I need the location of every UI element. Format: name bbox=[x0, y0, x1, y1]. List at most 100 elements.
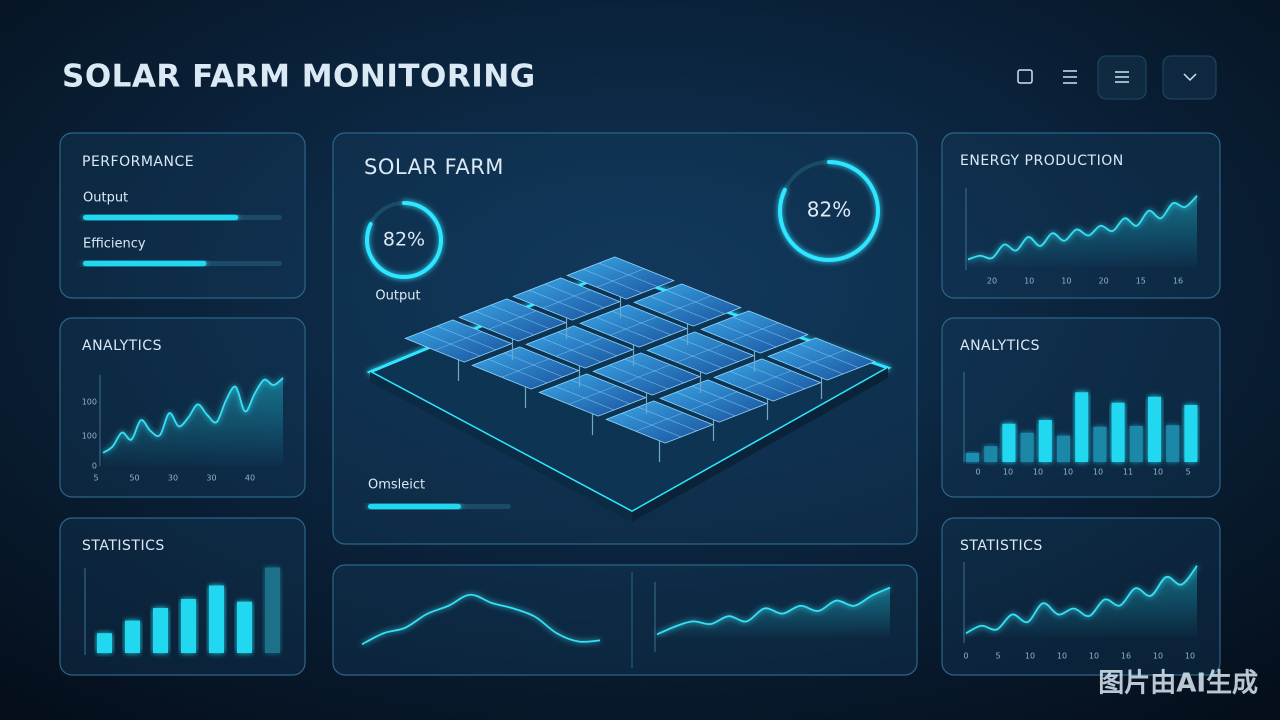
panel-title: ENERGY PRODUCTION bbox=[960, 153, 1124, 169]
page-title: SOLAR FARM MONITORING bbox=[62, 59, 536, 95]
panel-cell-line bbox=[730, 322, 779, 342]
panel-cell-line bbox=[555, 337, 604, 357]
metric-label: Efficiency bbox=[83, 237, 146, 252]
bar bbox=[1093, 426, 1107, 462]
gauge-caption: Output bbox=[375, 289, 420, 304]
menu-button[interactable] bbox=[1097, 55, 1147, 100]
window-button[interactable] bbox=[1005, 56, 1045, 98]
x-tick-label: 10 bbox=[1025, 652, 1035, 661]
bar bbox=[181, 599, 196, 653]
watermark: 图片由AI生成 bbox=[1098, 669, 1258, 699]
bar bbox=[1020, 432, 1034, 462]
x-tick-label: 0 bbox=[963, 652, 968, 661]
solar-farm-illustration bbox=[366, 256, 892, 522]
x-tick-label: 5 bbox=[995, 652, 1000, 661]
x-tick-label: 20 bbox=[987, 277, 997, 286]
x-tick-label: 10 bbox=[1089, 652, 1099, 661]
progress-fill bbox=[368, 504, 461, 509]
bar bbox=[1184, 405, 1198, 462]
toolbar bbox=[1005, 55, 1217, 100]
panel-title: STATISTICS bbox=[960, 538, 1043, 554]
bar bbox=[1129, 426, 1143, 462]
area bbox=[657, 587, 890, 637]
area bbox=[103, 378, 283, 466]
bar bbox=[97, 633, 112, 653]
x-tick-label: 10 bbox=[1033, 468, 1043, 477]
panel-cell-line bbox=[501, 358, 550, 378]
line bbox=[361, 593, 601, 646]
panel-cell-line bbox=[488, 310, 537, 330]
bar bbox=[966, 453, 979, 462]
x-tick-label: 16 bbox=[1121, 652, 1131, 661]
bar bbox=[265, 567, 280, 653]
list-button[interactable] bbox=[1050, 56, 1090, 98]
x-tick-label: 10 bbox=[1057, 652, 1067, 661]
panel-cell-line bbox=[568, 385, 617, 405]
y-tick-label: 100 bbox=[82, 398, 97, 407]
panel-cell-line bbox=[743, 370, 792, 390]
line bbox=[967, 195, 1198, 261]
x-tick-label: 10 bbox=[1093, 468, 1103, 477]
panel-cell-line bbox=[542, 289, 591, 309]
panel-title: ANALYTICS bbox=[82, 338, 162, 354]
gauge-arc bbox=[778, 160, 880, 262]
panel-title: ANALYTICS bbox=[960, 338, 1040, 354]
x-tick-label: 5 bbox=[93, 474, 98, 483]
x-tick-label: 10 bbox=[1185, 652, 1195, 661]
area bbox=[968, 195, 1197, 267]
line bbox=[102, 377, 284, 454]
panel-cell-line bbox=[663, 295, 712, 315]
panel-cell-line bbox=[434, 331, 483, 351]
y-tick-label: 0 bbox=[92, 462, 97, 471]
x-tick-label: 5 bbox=[1185, 468, 1190, 477]
x-tick-label: 10 bbox=[1024, 277, 1034, 286]
bar bbox=[1075, 392, 1089, 462]
panel-cell-line bbox=[622, 364, 671, 384]
x-tick-label: 10 bbox=[1153, 468, 1163, 477]
x-tick-label: 0 bbox=[975, 468, 980, 477]
platform-side bbox=[370, 372, 632, 522]
bar bbox=[1057, 435, 1070, 462]
trend-panel bbox=[332, 564, 918, 676]
x-tick-label: 11 bbox=[1123, 468, 1133, 477]
platform-side bbox=[632, 368, 888, 522]
dropdown-button[interactable] bbox=[1162, 55, 1217, 100]
gauge-arc bbox=[365, 201, 443, 279]
bar bbox=[1038, 420, 1052, 462]
panel-cell-line bbox=[609, 316, 658, 336]
bar bbox=[984, 446, 998, 462]
panel-cell-line bbox=[797, 349, 846, 369]
x-tick-label: 16 bbox=[1173, 277, 1183, 286]
x-tick-label: 50 bbox=[129, 474, 139, 483]
gauge-label: 82% bbox=[383, 229, 425, 251]
panel-title: SOLAR FARM bbox=[364, 155, 504, 179]
y-tick-label: 100 bbox=[82, 432, 97, 441]
bar bbox=[209, 585, 224, 653]
bar bbox=[1111, 402, 1125, 462]
panel-cell-line bbox=[689, 391, 738, 411]
bar bbox=[153, 608, 168, 653]
x-tick-label: 10 bbox=[1061, 277, 1071, 286]
panel-cell-line bbox=[676, 343, 725, 363]
metric-label: Output bbox=[83, 191, 128, 206]
panel-cell-line bbox=[596, 268, 645, 288]
x-tick-label: 10 bbox=[1063, 468, 1073, 477]
bar bbox=[1166, 425, 1180, 462]
progress-fill bbox=[83, 261, 207, 266]
bar bbox=[125, 620, 140, 653]
bar bbox=[237, 601, 252, 653]
x-tick-label: 30 bbox=[206, 474, 216, 483]
x-tick-label: 10 bbox=[1153, 652, 1163, 661]
x-tick-label: 40 bbox=[245, 474, 255, 483]
panel-cell-line bbox=[635, 412, 684, 432]
x-tick-label: 30 bbox=[168, 474, 178, 483]
gauge-label: 82% bbox=[807, 198, 851, 222]
panel-title: PERFORMANCE bbox=[82, 154, 194, 170]
area bbox=[966, 565, 1197, 637]
x-tick-label: 15 bbox=[1136, 277, 1146, 286]
progress-fill bbox=[83, 215, 239, 220]
x-tick-label: 10 bbox=[1003, 468, 1013, 477]
